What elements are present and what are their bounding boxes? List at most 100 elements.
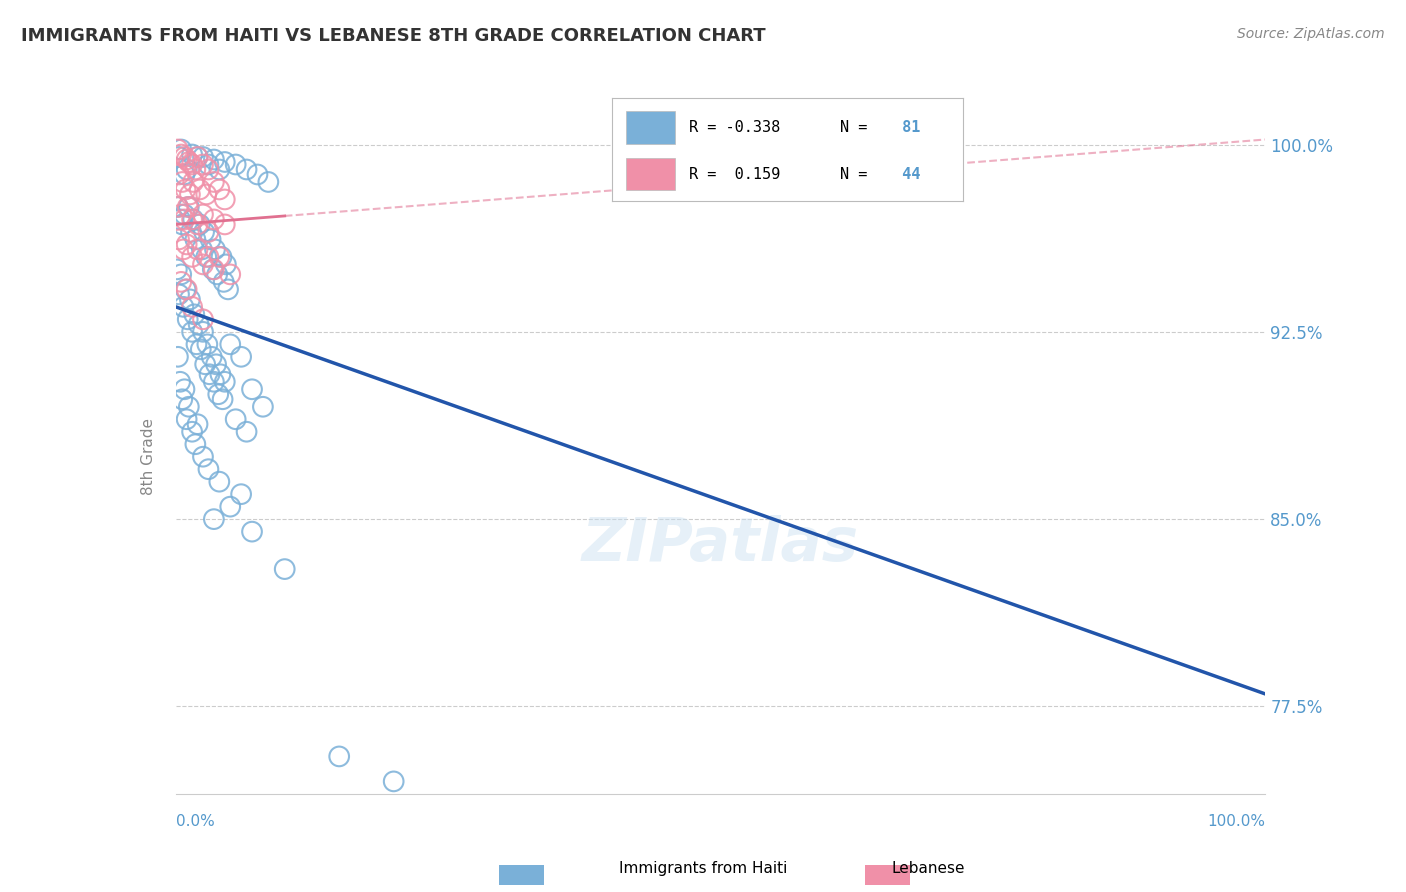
Point bbox=[181, 300, 204, 314]
Point bbox=[170, 207, 193, 221]
Point bbox=[173, 212, 195, 227]
Point bbox=[214, 193, 236, 207]
Point bbox=[240, 524, 263, 539]
Point bbox=[208, 182, 231, 196]
Point bbox=[172, 300, 194, 314]
Point bbox=[214, 155, 236, 169]
Point bbox=[177, 400, 200, 414]
Point bbox=[172, 218, 194, 232]
Point bbox=[200, 232, 222, 246]
Text: Immigrants from Haiti: Immigrants from Haiti bbox=[619, 861, 787, 876]
Point bbox=[179, 293, 201, 307]
Point bbox=[197, 157, 219, 171]
Point bbox=[176, 153, 198, 167]
Point bbox=[170, 147, 193, 161]
Point bbox=[214, 375, 236, 389]
Point bbox=[219, 268, 242, 282]
Point bbox=[179, 187, 201, 202]
Text: 81: 81 bbox=[893, 120, 920, 136]
Point bbox=[173, 382, 195, 396]
Text: R = -0.338: R = -0.338 bbox=[689, 120, 780, 136]
Text: R =  0.159: R = 0.159 bbox=[689, 167, 780, 182]
Point bbox=[202, 175, 225, 189]
Point bbox=[197, 250, 219, 264]
Point bbox=[202, 512, 225, 526]
Point bbox=[172, 392, 194, 407]
Point bbox=[211, 392, 233, 407]
Point bbox=[167, 200, 190, 214]
Point bbox=[167, 200, 190, 214]
Point bbox=[177, 200, 200, 214]
Point bbox=[201, 350, 224, 364]
Point bbox=[169, 212, 191, 227]
Point bbox=[191, 450, 214, 464]
Text: 100.0%: 100.0% bbox=[1208, 814, 1265, 829]
Point bbox=[197, 225, 219, 239]
Point bbox=[246, 168, 269, 182]
Point bbox=[215, 257, 238, 271]
Point bbox=[205, 357, 228, 371]
Point bbox=[173, 168, 195, 182]
Text: ZIPatlas: ZIPatlas bbox=[582, 515, 859, 574]
Point bbox=[382, 774, 405, 789]
Point bbox=[184, 232, 207, 246]
Point bbox=[173, 207, 195, 221]
Point bbox=[176, 237, 198, 252]
Point bbox=[183, 307, 205, 321]
Point bbox=[181, 157, 204, 171]
Point bbox=[202, 153, 225, 167]
Point bbox=[201, 262, 224, 277]
Point bbox=[186, 150, 209, 164]
Point bbox=[191, 207, 214, 221]
Point bbox=[173, 150, 195, 164]
Point bbox=[190, 343, 212, 357]
Point bbox=[177, 200, 200, 214]
Point bbox=[167, 150, 190, 164]
Point bbox=[184, 162, 207, 177]
Point bbox=[177, 312, 200, 326]
Point bbox=[214, 218, 236, 232]
Point bbox=[186, 417, 209, 432]
Point bbox=[208, 475, 231, 489]
Point bbox=[181, 212, 204, 227]
Point bbox=[181, 250, 204, 264]
Point bbox=[204, 243, 226, 257]
Text: 44: 44 bbox=[893, 167, 920, 182]
Point bbox=[170, 143, 193, 157]
Point bbox=[181, 175, 204, 189]
Point bbox=[186, 150, 209, 164]
Point bbox=[257, 175, 280, 189]
Point bbox=[202, 262, 225, 277]
Point bbox=[172, 175, 194, 189]
Point bbox=[187, 318, 209, 332]
Text: N =: N = bbox=[841, 120, 868, 136]
Point bbox=[170, 275, 193, 289]
Point bbox=[181, 147, 204, 161]
Point bbox=[195, 337, 218, 351]
Point bbox=[167, 143, 190, 157]
Point bbox=[231, 487, 253, 501]
Point bbox=[191, 150, 214, 164]
Point bbox=[217, 282, 239, 296]
Point bbox=[188, 182, 211, 196]
Point bbox=[191, 312, 214, 326]
Text: N =: N = bbox=[841, 167, 868, 182]
Point bbox=[177, 155, 200, 169]
Point bbox=[219, 500, 242, 514]
Point bbox=[193, 225, 215, 239]
Point bbox=[186, 218, 209, 232]
Point bbox=[172, 243, 194, 257]
Point bbox=[235, 425, 257, 439]
Point bbox=[197, 462, 219, 476]
Point bbox=[181, 212, 204, 227]
Point bbox=[170, 268, 193, 282]
Point bbox=[225, 412, 247, 426]
Point bbox=[274, 562, 297, 576]
Point bbox=[181, 325, 204, 339]
Point bbox=[198, 368, 221, 382]
Point bbox=[181, 425, 204, 439]
Point bbox=[186, 243, 209, 257]
Point bbox=[184, 437, 207, 451]
Point bbox=[195, 250, 218, 264]
Point bbox=[167, 287, 190, 301]
